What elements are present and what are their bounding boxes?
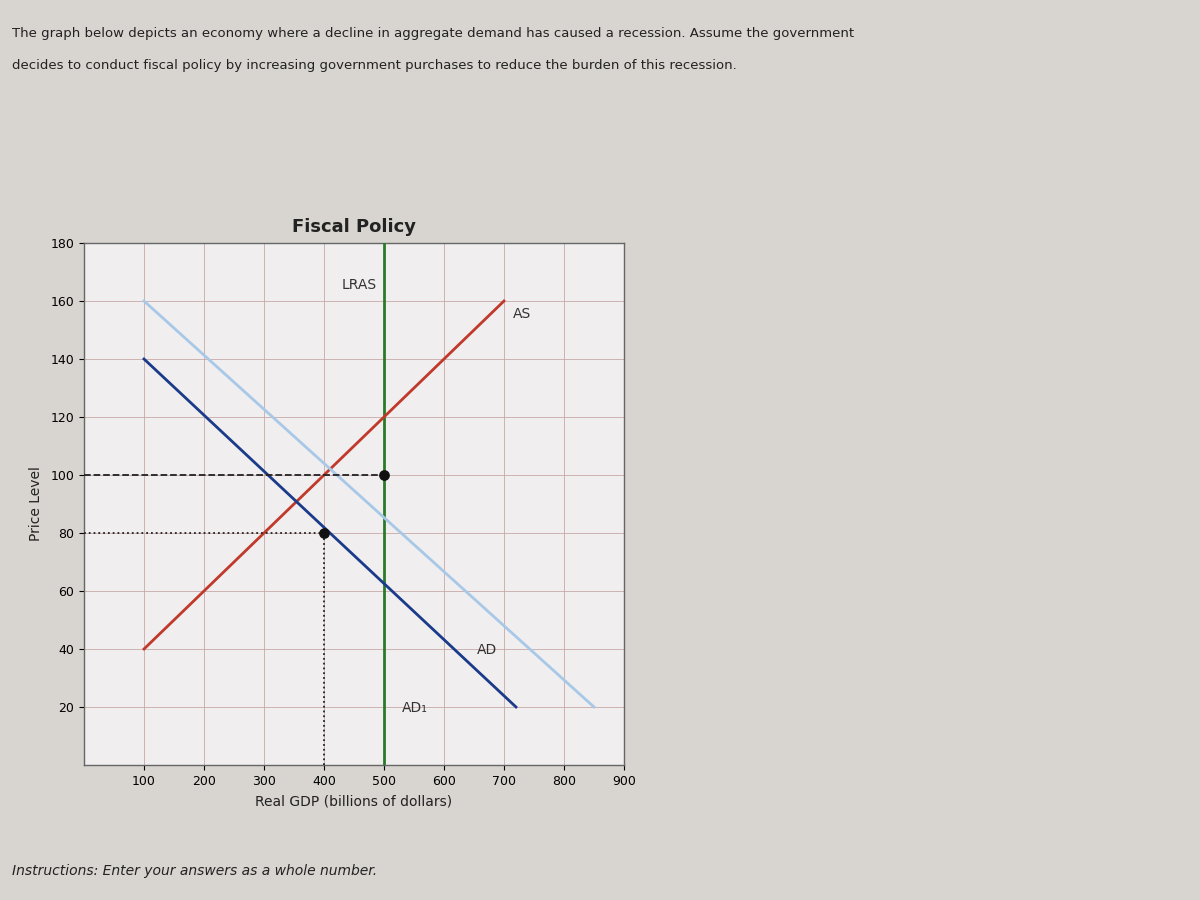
Title: Fiscal Policy: Fiscal Policy bbox=[292, 218, 416, 236]
Point bbox=[374, 468, 394, 482]
Text: Instructions: Enter your answers as a whole number.: Instructions: Enter your answers as a wh… bbox=[12, 864, 377, 878]
Text: decides to conduct fiscal policy by increasing government purchases to reduce th: decides to conduct fiscal policy by incr… bbox=[12, 58, 737, 71]
Text: AD₁: AD₁ bbox=[402, 701, 428, 716]
Text: LRAS: LRAS bbox=[342, 278, 377, 292]
Y-axis label: Price Level: Price Level bbox=[30, 466, 43, 542]
Text: AD: AD bbox=[478, 644, 497, 657]
Point bbox=[314, 526, 334, 540]
X-axis label: Real GDP (billions of dollars): Real GDP (billions of dollars) bbox=[256, 795, 452, 809]
Text: AS: AS bbox=[514, 307, 532, 320]
Text: The graph below depicts an economy where a decline in aggregate demand has cause: The graph below depicts an economy where… bbox=[12, 27, 854, 40]
